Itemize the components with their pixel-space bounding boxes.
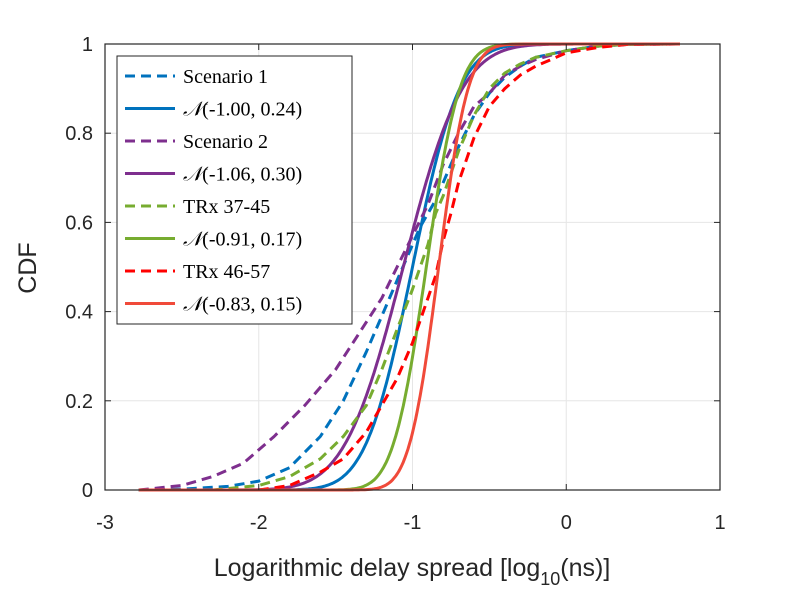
legend-label-text: TRx 37-45 [183, 196, 270, 218]
legend-label: Scenario 2 [183, 131, 268, 153]
legend-label-text: Scenario 1 [183, 66, 268, 88]
normal-distribution-symbol: 𝒩 [183, 99, 208, 121]
y-tick-label: 0.8 [65, 123, 93, 145]
x-axis-label: Logarithmic delay spread [log10(ns)] [214, 554, 611, 589]
legend-label: 𝒩(-1.06, 0.30) [183, 164, 302, 186]
y-axis-label: CDF [14, 242, 42, 293]
legend-label-text: TRx 46-57 [183, 261, 270, 283]
legend-label: TRx 37-45 [183, 196, 270, 218]
legend-label-text: (-0.91, 0.17) [202, 229, 302, 251]
x-tick-label: -1 [404, 512, 422, 534]
normal-distribution-symbol: 𝒩 [183, 229, 208, 251]
series-line-3 [138, 42, 681, 492]
normal-distribution-symbol: 𝒩 [183, 164, 208, 186]
y-tick-label: 0.2 [65, 391, 93, 413]
legend-label: 𝒩(-0.91, 0.17) [183, 229, 302, 251]
x-tick-label: 0 [561, 512, 572, 534]
x-axis-label-main: Logarithmic delay spread [log [214, 554, 541, 582]
legend-label: TRx 46-57 [183, 261, 270, 283]
legend-box [116, 55, 353, 325]
legend-label-text: (-1.06, 0.30) [202, 164, 302, 186]
x-axis-label-subscript: 10 [540, 569, 560, 589]
legend-label: Scenario 1 [183, 66, 268, 88]
series-line-5 [212, 42, 681, 492]
legend-label: 𝒩(-1.00, 0.24) [183, 99, 302, 121]
x-tick-label: 1 [714, 512, 725, 534]
y-tick-label: 0.4 [65, 302, 93, 324]
x-tick-label: -2 [250, 512, 268, 534]
legend: Scenario 1𝒩(-1.00, 0.24)Scenario 2𝒩(-1.0… [116, 55, 353, 325]
normal-distribution-symbol: 𝒩 [183, 294, 208, 316]
legend-label-text: (-1.00, 0.24) [202, 99, 302, 121]
y-tick-label: 0 [82, 480, 93, 502]
series-line-7 [258, 42, 681, 492]
legend-label-text: Scenario 2 [183, 131, 268, 153]
x-tick-label: -3 [96, 512, 114, 534]
legend-label: 𝒩(-0.83, 0.15) [183, 294, 302, 316]
axis-ticks: -3 -2 -1 0 1 0 0.2 0.4 0.6 0.8 1 [65, 34, 725, 534]
legend-label-text: (-0.83, 0.15) [202, 294, 302, 316]
y-tick-label: 1 [82, 34, 93, 56]
x-axis-label-tail: (ns)] [560, 554, 610, 582]
y-tick-label: 0.6 [65, 212, 93, 234]
